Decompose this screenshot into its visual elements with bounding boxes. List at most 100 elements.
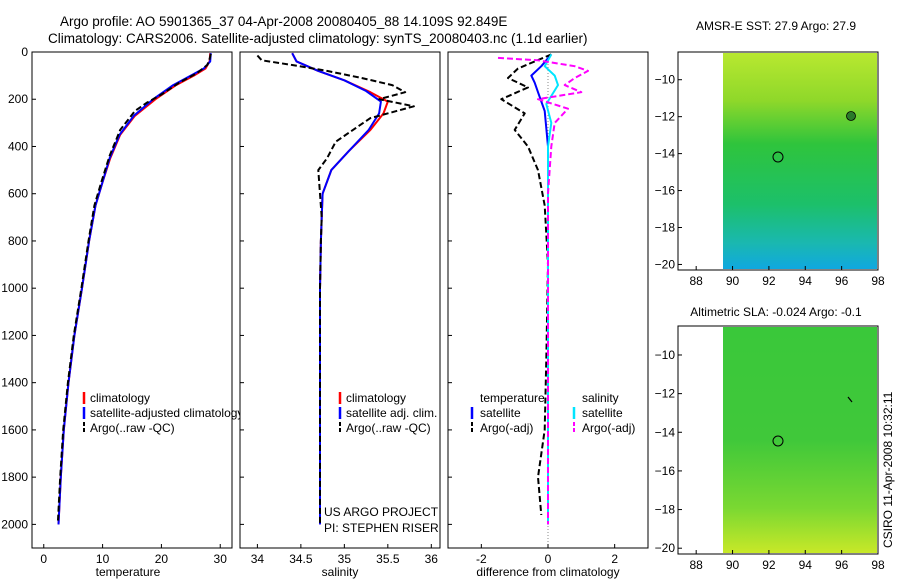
xtick-label: 0 [545, 552, 552, 566]
ytick-label: 1600 [1, 423, 28, 437]
temperature-yticks: 0 200 400 600 800 1000 1200 1400 1600 1800 2000 [1, 45, 36, 531]
ytick-label: 1800 [1, 470, 28, 484]
sst-map-panel: AMSR-E SST: 27.9 Argo: 27.9 88 90 92 94 96 98… [655, 19, 885, 288]
difference-series-group [497, 52, 589, 548]
ytick-label: −12 [655, 387, 676, 401]
salinity-xticks: 34 34.5 35 35.5 36 [251, 544, 439, 566]
project-annotation: US ARGO PROJECT PI: STEPHEN RISER [324, 505, 439, 535]
xtick-label: 35.5 [376, 552, 400, 566]
salinity-panel: 34 34.5 35 35.5 36 salinity climatology sate… [239, 51, 441, 579]
ytick-label: −14 [655, 425, 676, 439]
difference-panel: -2 0 2 difference from climatology tempera… [447, 51, 649, 579]
ytick-label: 1200 [1, 328, 28, 342]
ytick-label: −16 [655, 184, 676, 198]
sla-field [723, 327, 877, 553]
salinity-yticks [240, 51, 244, 525]
sst-map-title: AMSR-E SST: 27.9 Argo: 27.9 [696, 19, 856, 33]
sla-map-title: Altimetric SLA: -0.024 Argo: -0.1 [690, 305, 862, 319]
sla-feature-mark [847, 396, 853, 403]
xtick-label: 90 [726, 274, 740, 288]
xtick-label: 34 [251, 552, 265, 566]
temperature-panel: 0 10 20 30 0 200 400 600 800 1000 1200 1400 1600 180… [1, 45, 243, 579]
xtick-label: 94 [799, 274, 813, 288]
xtick-label: 88 [690, 274, 704, 288]
temperature-xlabel: temperature [96, 565, 161, 579]
legend-sal-argo-label: Argo(-adj) [582, 421, 635, 435]
difference-xlabel: difference from climatology [476, 565, 619, 579]
sst-map-xticks: 88 90 92 94 96 98 [690, 266, 885, 288]
xtick-label: 20 [155, 552, 169, 566]
sst-field [723, 53, 877, 269]
temperature-legend: climatology satellite-adjusted climatolo… [82, 391, 243, 435]
legend-climatology-label: climatology [346, 391, 406, 405]
sla-map-xticks: 88 90 92 94 96 98 [690, 550, 885, 572]
ytick-label: 1400 [1, 376, 28, 390]
salinity-axes-box [239, 51, 441, 549]
series-line-temperature-argo-adj- [500, 53, 552, 515]
annotation-pi: PI: STEPHEN RISER [324, 521, 439, 535]
legend-satellite-label: satellite adj. clim. [346, 406, 437, 420]
ytick-label: 0 [21, 45, 28, 59]
xtick-label: 96 [835, 558, 849, 572]
legend-temperature-header: temperature [480, 391, 545, 405]
ytick-label: 200 [8, 92, 28, 106]
salinity-series-group [256, 52, 415, 525]
xtick-label: 2 [611, 552, 618, 566]
sst-feature-marker [846, 111, 856, 121]
sla-map-panel: Altimetric SLA: -0.024 Argo: -0.1 88 90 92… [655, 305, 885, 572]
annotation-project: US ARGO PROJECT [324, 505, 439, 519]
ytick-label: −20 [655, 541, 676, 555]
xtick-label: 92 [762, 274, 776, 288]
xtick-label: 98 [871, 274, 885, 288]
sla-profile-marker [772, 435, 784, 447]
ytick-label: 800 [8, 234, 28, 248]
header-line-2: Climatology: CARS2006. Satellite-adjuste… [48, 31, 588, 46]
legend-argo-label: Argo(..raw -QC) [346, 421, 431, 435]
temperature-axes-box [31, 51, 233, 549]
xtick-label: 34.5 [289, 552, 313, 566]
ytick-label: −18 [655, 221, 676, 235]
header-line-1: Argo profile: AO 5901365_37 04-Apr-2008 … [60, 14, 507, 29]
xtick-label: 36 [425, 552, 439, 566]
xtick-label: 98 [871, 558, 885, 572]
difference-legend: temperature satellite Argo(-adj) salinit… [470, 391, 635, 435]
temperature-series-group [56, 53, 212, 525]
legend-salinity-header: salinity [582, 391, 619, 405]
ytick-label: −10 [655, 73, 676, 87]
temperature-xticks: 0 10 20 30 [40, 544, 227, 566]
ytick-label: −14 [655, 147, 676, 161]
series-line-argo-raw-qc- [256, 54, 415, 525]
sst-map-yticks: −10 −12 −14 −16 −18 −20 [655, 73, 682, 271]
xtick-label: 90 [726, 558, 740, 572]
sst-profile-marker [772, 151, 784, 163]
legend-temp-argo-label: Argo(-adj) [480, 421, 533, 435]
xtick-label: 94 [799, 558, 813, 572]
ytick-label: −16 [655, 464, 676, 478]
series-line-salinity-argo-adj- [497, 56, 589, 525]
ytick-label: 600 [8, 187, 28, 201]
legend-argo-label: Argo(..raw -QC) [90, 421, 175, 435]
difference-yticks [448, 51, 452, 525]
xtick-label: 0 [40, 552, 47, 566]
credit-timestamp: CSIRO 11-Apr-2008 10:32:11 [881, 391, 895, 548]
xtick-label: 88 [690, 558, 704, 572]
ytick-label: 1000 [1, 281, 28, 295]
sla-map-yticks: −10 −12 −14 −16 −18 −20 [655, 348, 682, 555]
ytick-label: −10 [655, 348, 676, 362]
xtick-label: 35 [338, 552, 352, 566]
legend-temp-satellite-label: satellite [480, 406, 521, 420]
ytick-label: −20 [655, 257, 676, 271]
legend-sal-satellite-label: satellite [582, 406, 623, 420]
ytick-label: −12 [655, 110, 676, 124]
ytick-label: 2000 [1, 517, 28, 531]
legend-satellite-label: satellite-adjusted climatology [90, 406, 243, 420]
salinity-xlabel: salinity [322, 565, 359, 579]
xtick-label: 10 [96, 552, 110, 566]
xtick-label: 92 [762, 558, 776, 572]
xtick-label: 96 [835, 274, 849, 288]
xtick-label: -2 [476, 552, 487, 566]
series-line-argo-raw-qc- [56, 53, 212, 523]
xtick-label: 30 [214, 552, 228, 566]
ytick-label: 400 [8, 139, 28, 153]
